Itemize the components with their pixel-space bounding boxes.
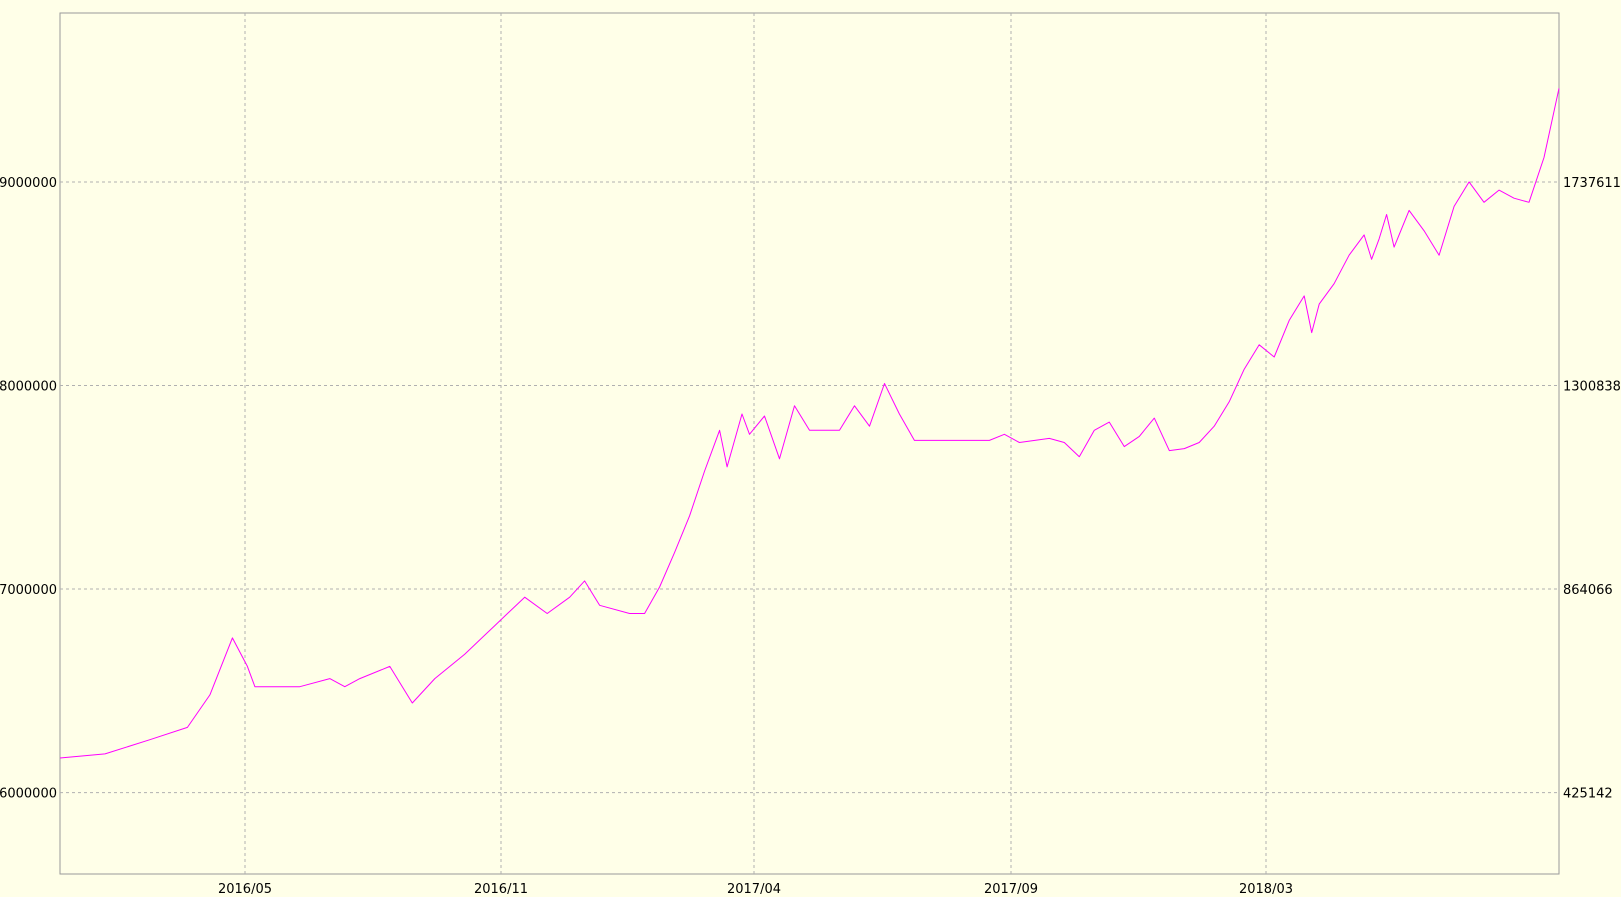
x-tick-label: 2016/05 [218, 882, 272, 897]
axes: 6000000 425142 7000000 864066 8000000 1300838… [0, 176, 1621, 897]
x-tick-label: 2018/03 [1239, 882, 1293, 897]
series-group [59, 88, 1560, 759]
grid [60, 13, 1559, 874]
y-left-tick-label: 7000000 [0, 583, 57, 598]
y-left-tick-label: 9000000 [0, 176, 57, 191]
x-tick-label: 2017/04 [727, 882, 781, 897]
y-right-tick-label: 1300838 [1563, 379, 1621, 394]
y-right-tick-label: 864066 [1563, 583, 1613, 598]
y-left-tick-label: 8000000 [0, 379, 57, 394]
x-tick-label: 2016/11 [474, 882, 528, 897]
plot-area [59, 12, 1560, 875]
y-left-tick-label: 6000000 [0, 787, 57, 802]
y-right-tick-label: 425142 [1563, 787, 1613, 802]
x-tick-label: 2017/09 [984, 882, 1038, 897]
y-right-tick-label: 1737611 [1563, 176, 1621, 191]
series-line-1 [59, 88, 1560, 759]
